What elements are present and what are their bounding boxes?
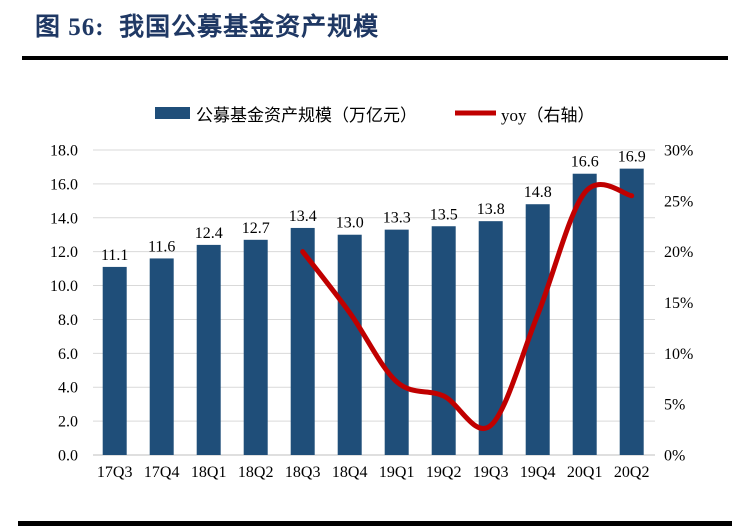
left-axis-tick-label: 12.0	[50, 244, 78, 261]
figure-title: 图 56: 我国公募基金资产规模	[35, 14, 380, 41]
right-axis-tick-label: 5%	[664, 397, 685, 414]
left-axis-tick-label: 16.0	[50, 176, 78, 193]
bar-value-label: 11.1	[101, 247, 128, 264]
bar-value-label: 13.5	[430, 206, 458, 223]
bar	[337, 234, 362, 455]
x-axis-category-label: 18Q4	[332, 464, 368, 481]
legend-bar-label: 公募基金资产规模（万亿元）	[196, 106, 417, 125]
legend-bar-swatch	[155, 107, 190, 119]
title-divider	[22, 56, 728, 60]
right-axis-tick-label: 15%	[664, 295, 693, 312]
x-axis-category-label: 20Q2	[614, 464, 650, 481]
right-axis-labels: 0% 5% 10% 15% 20% 25% 30%	[664, 143, 693, 465]
x-axis-category-label: 19Q3	[473, 464, 509, 481]
x-axis-labels: 17Q3 17Q4 18Q1 18Q2 18Q3 18Q4 19Q1 19Q2 19Q3 19Q4…	[97, 464, 650, 481]
bar-value-label: 12.7	[242, 220, 270, 237]
gridlines	[93, 149, 655, 456]
bar-value-label: 14.8	[524, 184, 552, 201]
left-axis-tick-label: 8.0	[58, 312, 78, 329]
bar-value-label: 13.3	[383, 210, 411, 227]
left-axis-tick-label: 0.0	[58, 448, 78, 465]
left-axis-tick-label: 18.0	[50, 143, 78, 160]
bar-value-label: 16.6	[571, 154, 599, 171]
bar	[243, 239, 268, 455]
chart-legend: 公募基金资产规模（万亿元） yoy（右轴）	[155, 106, 595, 125]
left-axis-tick-label: 2.0	[58, 414, 78, 431]
bar	[525, 204, 550, 455]
left-axis-tick-label: 6.0	[58, 346, 78, 363]
bar-value-label: 12.4	[195, 225, 223, 242]
bar-value-label: 13.0	[336, 215, 364, 232]
x-axis-category-label: 18Q2	[238, 464, 274, 481]
x-axis-category-label: 19Q1	[379, 464, 415, 481]
x-axis-category-label: 18Q3	[285, 464, 321, 481]
bar-series	[102, 168, 644, 455]
x-axis-category-label: 17Q4	[144, 464, 180, 481]
bar	[478, 221, 503, 455]
combo-chart: 公募基金资产规模（万亿元） yoy（右轴） 0.0 2.0 4.0 6.0 8.0 10.…	[50, 106, 693, 481]
right-axis-tick-label: 25%	[664, 193, 693, 210]
bar-value-label: 16.9	[618, 149, 646, 166]
x-axis-category-label: 19Q4	[520, 464, 556, 481]
bar	[384, 229, 409, 455]
right-axis-tick-label: 0%	[664, 448, 685, 465]
right-axis-tick-label: 20%	[664, 244, 693, 261]
yoy-line	[300, 182, 635, 431]
bar-value-label: 13.8	[477, 201, 505, 218]
x-axis-category-label: 17Q3	[97, 464, 133, 481]
left-axis-labels: 0.0 2.0 4.0 6.0 8.0 10.0 12.0 14.0 16.0 18.0	[50, 143, 78, 465]
left-axis-tick-label: 10.0	[50, 278, 78, 295]
bar	[431, 226, 456, 455]
x-axis-category-label: 18Q1	[191, 464, 227, 481]
bar	[149, 258, 174, 455]
bar	[572, 173, 597, 455]
bottom-divider	[18, 521, 732, 526]
bar	[619, 168, 644, 455]
bar-data-labels: 11.1 11.6 12.4 12.7 13.4 13.0 13.3 13.5 13.8 14.8…	[101, 149, 646, 264]
left-axis-tick-label: 4.0	[58, 380, 78, 397]
legend-line-label: yoy（右轴）	[501, 106, 595, 125]
x-axis-category-label: 20Q1	[567, 464, 603, 481]
bar	[196, 244, 221, 455]
bar	[102, 266, 127, 455]
x-axis-category-label: 19Q2	[426, 464, 462, 481]
left-axis-tick-label: 14.0	[50, 210, 78, 227]
right-axis-tick-label: 10%	[664, 346, 693, 363]
bar-value-label: 11.6	[148, 238, 175, 255]
bar-value-label: 13.4	[289, 208, 317, 225]
right-axis-tick-label: 30%	[664, 143, 693, 160]
